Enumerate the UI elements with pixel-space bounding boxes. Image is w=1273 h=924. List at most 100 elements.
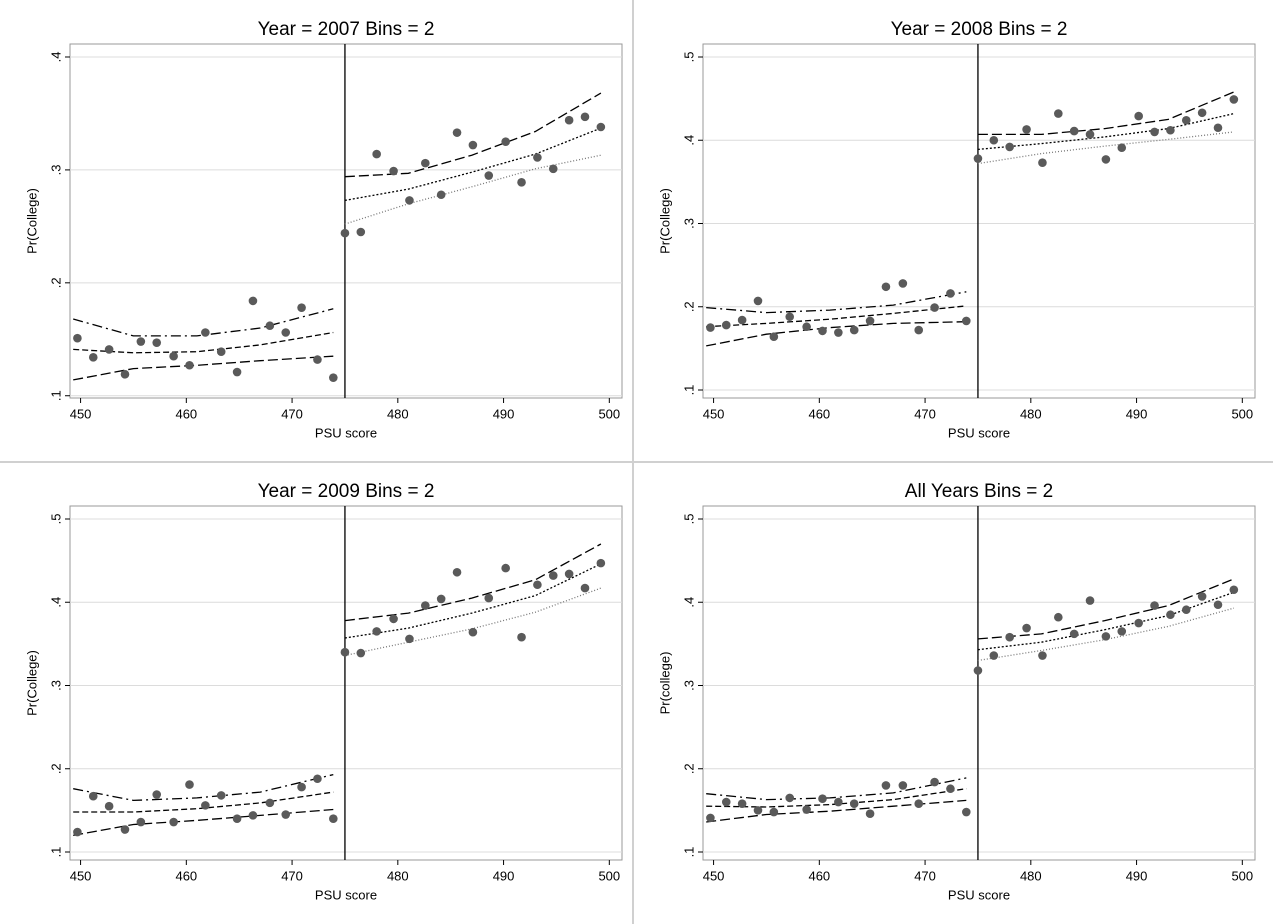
x-tick-label: 500 [598,406,620,421]
point [169,817,178,827]
x-tick-label: 470 [914,406,936,421]
point [104,801,114,811]
fit-line [73,355,334,381]
point [468,627,478,637]
fit-line [706,305,967,328]
x-tick-label: 460 [175,868,197,883]
point [1213,600,1223,610]
x-tick-label: 500 [598,868,620,883]
point [313,774,322,784]
y-tick-label: .2 [48,277,63,288]
point [802,322,811,332]
chart-title: Year = 2009 Bins = 2 [258,481,435,502]
point [989,135,999,145]
point [548,571,558,580]
point [721,797,731,807]
point [1150,127,1159,137]
y-tick-label: .4 [48,52,63,63]
point [104,345,114,354]
y-tick-label: .2 [681,763,696,774]
point [898,781,908,790]
point [329,373,338,382]
point [201,328,210,337]
point [372,627,381,636]
x-tick-label: 470 [281,406,303,421]
y-tick-label: .2 [681,301,696,312]
point [169,351,178,361]
point [849,325,859,335]
point [216,347,226,357]
chart-title: All Years Bins = 2 [905,481,1053,502]
y-tick-label: .4 [681,597,696,608]
fit-line [344,543,602,622]
point [596,558,606,568]
x-tick-label: 480 [387,406,409,421]
point [818,326,827,336]
point [73,333,82,343]
point [973,154,983,163]
point [721,320,731,330]
point [232,367,242,377]
point [136,337,146,346]
point [281,810,291,819]
x-tick-label: 490 [493,406,515,421]
point [389,166,398,176]
point [1101,155,1111,164]
y-tick-label: .4 [48,597,63,608]
fit-line [73,773,334,802]
point [372,149,381,159]
point [1038,651,1047,660]
panel: Year = 2007 Bins = 2 .1 .2 .3 .4 450 460 470 480… [24,19,623,440]
plot-area [702,43,1256,399]
y-axis-label: Pr(College) [657,188,672,254]
point [136,817,146,827]
point [1181,605,1191,615]
point [962,807,971,817]
y-tick-label: .1 [48,390,63,401]
point [1085,596,1095,605]
point [533,153,542,162]
y-axis-label: Pr(College) [24,650,39,716]
chart-title: Year = 2008 Bins = 2 [891,19,1068,40]
point [865,316,875,326]
point [216,791,226,800]
point [1197,108,1207,118]
point [232,814,242,824]
point [1005,632,1014,642]
x-axis-label: PSU score [315,887,377,902]
point [356,227,366,237]
y-tick-label: .5 [48,514,63,525]
point [914,799,924,809]
x-tick-label: 470 [281,868,303,883]
point [946,289,955,298]
point [248,296,258,306]
fit-line [977,607,1235,662]
point [88,791,98,801]
point [297,782,306,792]
fit-line [977,112,1235,151]
point [769,807,779,817]
fit-line [977,131,1234,165]
point [802,805,811,814]
point [73,827,82,837]
fit-line [73,791,334,813]
point [1134,618,1143,628]
y-tick-label: .5 [681,52,696,63]
point [533,580,542,590]
x-axis-label: PSU score [315,425,377,440]
point [501,563,510,573]
x-tick-label: 460 [808,868,830,883]
point [484,593,494,603]
fit-line [706,777,967,801]
point [753,296,763,306]
plot-area [702,505,1256,861]
point [517,632,526,642]
point [706,323,715,332]
point [1005,142,1014,152]
fit-line [706,291,967,314]
point [818,794,827,804]
point [1022,125,1031,134]
point [340,647,350,657]
y-tick-label: .3 [48,680,63,691]
point [185,360,194,370]
